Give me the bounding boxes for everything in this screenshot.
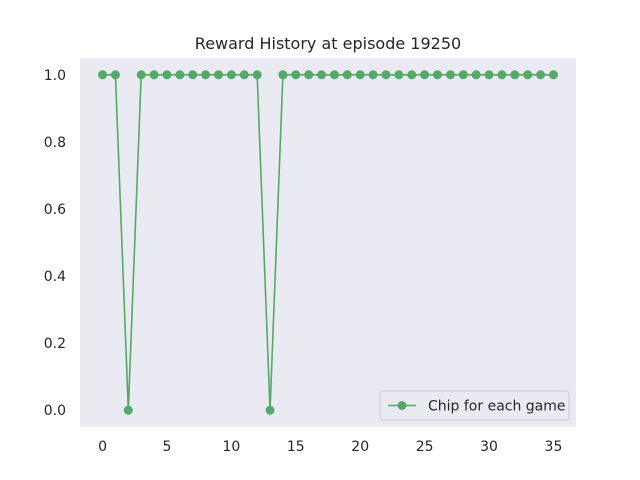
data-point <box>433 70 443 80</box>
data-point <box>471 70 481 80</box>
series-layer <box>98 70 558 415</box>
y-tick-label: 0.4 <box>44 269 66 285</box>
data-point <box>291 70 301 80</box>
y-tick-label: 0.2 <box>44 336 66 352</box>
data-point <box>420 70 430 80</box>
data-point <box>407 70 417 80</box>
chart-title: Reward History at episode 19250 <box>195 34 461 53</box>
data-point <box>317 70 327 80</box>
legend-marker-swatch <box>397 401 407 410</box>
legend-box <box>379 390 570 421</box>
data-point <box>523 70 533 80</box>
x-tick-label: 0 <box>98 439 107 455</box>
data-point <box>304 70 314 80</box>
y-tick-label: 0.8 <box>44 135 66 151</box>
data-point <box>484 70 494 80</box>
data-point <box>239 70 249 80</box>
data-point <box>355 70 365 80</box>
data-point <box>329 70 339 80</box>
y-axis-ticks: 0.0 0.2 0.4 0.6 0.8 1.0 <box>44 68 66 419</box>
data-point <box>368 70 378 80</box>
x-tick-label: 35 <box>545 439 563 455</box>
data-point <box>175 70 185 80</box>
data-point <box>445 70 455 80</box>
data-point <box>252 70 262 80</box>
plot-area <box>80 58 576 427</box>
x-tick-label: 10 <box>222 439 240 455</box>
data-point <box>394 70 404 80</box>
x-tick-label: 5 <box>163 439 172 455</box>
data-point <box>213 70 223 80</box>
x-tick-label: 30 <box>480 439 498 455</box>
data-point <box>149 70 159 80</box>
data-point <box>381 70 391 80</box>
data-point <box>98 70 108 80</box>
y-tick-label: 1.0 <box>44 68 66 84</box>
data-point <box>136 70 146 80</box>
data-point <box>278 70 288 80</box>
data-point <box>123 405 133 415</box>
data-point <box>342 70 352 80</box>
x-tick-label: 15 <box>287 439 305 455</box>
data-point <box>226 70 236 80</box>
data-point <box>265 405 275 415</box>
y-tick-label: 0.6 <box>44 202 66 218</box>
data-point <box>548 70 558 80</box>
data-point <box>162 70 172 80</box>
data-point <box>510 70 520 80</box>
legend: Chip for each game <box>379 390 570 421</box>
x-tick-label: 25 <box>416 439 434 455</box>
legend-label: Chip for each game <box>428 399 566 415</box>
data-point <box>497 70 507 80</box>
data-point <box>188 70 198 80</box>
data-point <box>458 70 468 80</box>
x-axis-ticks: 0 5 10 15 20 25 30 35 <box>98 439 562 455</box>
x-tick-label: 20 <box>351 439 369 455</box>
data-point <box>536 70 546 80</box>
y-tick-label: 0.0 <box>44 403 66 419</box>
data-point <box>201 70 211 80</box>
data-point <box>110 70 120 80</box>
